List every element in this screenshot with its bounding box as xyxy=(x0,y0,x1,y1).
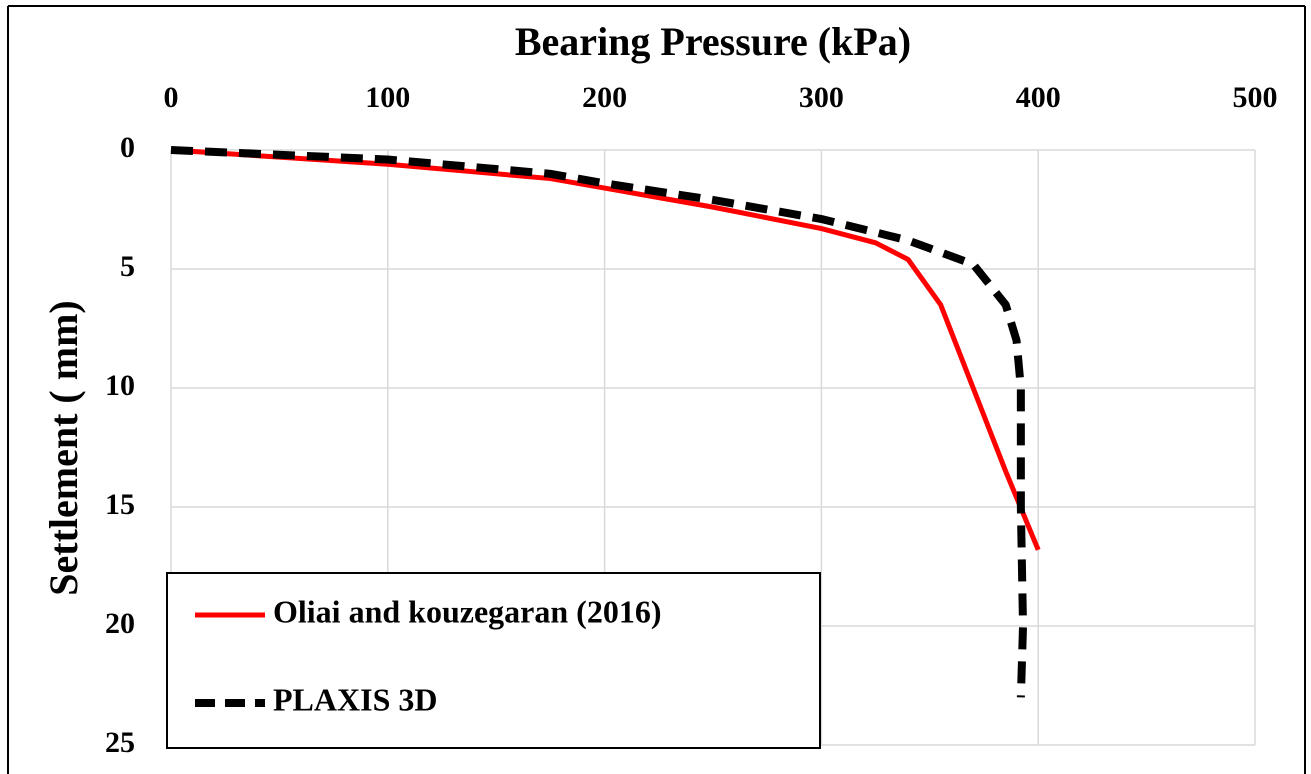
x-tick-label: 0 xyxy=(164,81,179,114)
legend-label: PLAXIS 3D xyxy=(273,681,437,717)
y-tick-label: 0 xyxy=(120,131,135,164)
y-tick-label: 5 xyxy=(120,250,135,283)
series-line xyxy=(170,147,1041,551)
y-axis-title: Settlement ( mm) xyxy=(41,300,86,595)
legend-box xyxy=(166,572,821,749)
x-tick-label: 400 xyxy=(1016,81,1061,114)
legend-label: Oliai and kouzegaran (2016) xyxy=(273,593,661,629)
y-tick-label: 15 xyxy=(105,488,135,521)
y-tick-label: 25 xyxy=(105,726,135,759)
x-tick-label: 100 xyxy=(365,81,410,114)
y-tick-label: 20 xyxy=(105,607,135,640)
x-tick-label: 200 xyxy=(582,81,627,114)
x-axis-title: Bearing Pressure (kPa) xyxy=(515,19,911,64)
y-tick-label: 10 xyxy=(105,369,135,402)
series-line xyxy=(170,146,1028,698)
legend: Oliai and kouzegaran (2016) PLAXIS 3D xyxy=(166,572,821,749)
x-tick-label: 300 xyxy=(799,81,844,114)
x-tick-label: 500 xyxy=(1233,81,1278,114)
